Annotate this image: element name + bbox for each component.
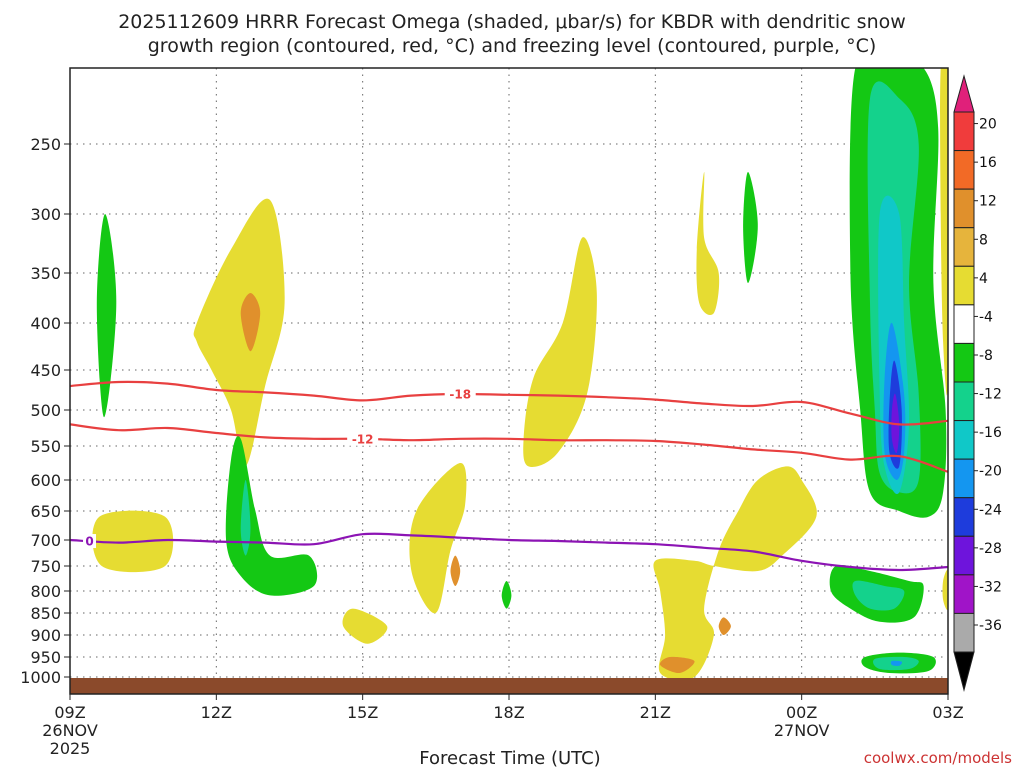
y-tick-label-950: 950 bbox=[30, 648, 61, 667]
colorbar-label-4: 4 bbox=[979, 271, 988, 287]
colorbar-label-1: 16 bbox=[979, 155, 997, 171]
y-tick-label-400: 400 bbox=[30, 314, 61, 333]
omega-shading bbox=[92, 68, 948, 681]
x-tick-year-09Z: 2025 bbox=[50, 739, 91, 758]
omega-region-9 bbox=[501, 581, 512, 609]
omega-region-10 bbox=[523, 237, 597, 468]
colorbar-segment-12 bbox=[953, 574, 975, 614]
x-tick-label-21Z: 21Z bbox=[640, 703, 671, 722]
colorbar-segment-0 bbox=[953, 111, 975, 152]
colorbar-label-8: -16 bbox=[979, 425, 1002, 441]
colorbar-segment-11 bbox=[953, 535, 975, 576]
colorbar-label-10: -24 bbox=[979, 502, 1002, 518]
omega-region-23 bbox=[852, 580, 905, 611]
colorbar-label-3: 8 bbox=[979, 232, 988, 248]
x-tick-date-00Z: 27NOV bbox=[774, 721, 830, 740]
x-tick-label-09Z: 09Z bbox=[54, 703, 85, 722]
y-tick-label-500: 500 bbox=[30, 401, 61, 420]
chart-title-line1: 2025112609 HRRR Forecast Omega (shaded, … bbox=[118, 11, 906, 33]
y-tick-label-300: 300 bbox=[30, 205, 61, 224]
y-tick-label-900: 900 bbox=[30, 626, 61, 645]
omega-region-11 bbox=[696, 171, 720, 316]
x-tick-label-18Z: 18Z bbox=[493, 703, 524, 722]
omega-region-6 bbox=[342, 608, 388, 644]
colorbar-bottom-arrow bbox=[953, 651, 975, 692]
colorbar-segment-5 bbox=[953, 304, 975, 344]
omega-region-5 bbox=[240, 480, 251, 556]
omega-region-13 bbox=[653, 466, 817, 681]
dgz-minus-12-label: -12 bbox=[352, 432, 374, 446]
grid-lines bbox=[70, 68, 948, 694]
y-tick-label-250: 250 bbox=[30, 135, 61, 154]
y-tick-label-800: 800 bbox=[30, 582, 61, 601]
colorbar-label-13: -36 bbox=[979, 618, 1002, 634]
credit-text: coolwx.com/models bbox=[864, 749, 1012, 767]
y-tick-label-350: 350 bbox=[30, 264, 61, 283]
omega-region-12 bbox=[743, 172, 758, 283]
omega-region-14 bbox=[659, 656, 695, 674]
omega-region-15 bbox=[718, 617, 731, 635]
freezing-level-0-line bbox=[70, 532, 948, 572]
y-tick-label-700: 700 bbox=[30, 531, 61, 550]
x-tick-label-12Z: 12Z bbox=[201, 703, 232, 722]
x-tick-label-03Z: 03Z bbox=[932, 703, 963, 722]
y-tick-label-850: 850 bbox=[30, 604, 61, 623]
y-tick-label-1000: 1000 bbox=[20, 668, 61, 687]
colorbar-segment-3 bbox=[953, 227, 975, 267]
colorbar-segment-1 bbox=[953, 150, 975, 190]
x-axis-title: Forecast Time (UTC) bbox=[419, 748, 600, 768]
omega-region-27 bbox=[940, 68, 948, 396]
x-tick-label-15Z: 15Z bbox=[347, 703, 378, 722]
colorbar-label-12: -32 bbox=[979, 579, 1002, 595]
y-axis: 250 300 350 400 450 500 550 600 650 700 750 800 850 9… bbox=[20, 135, 70, 687]
dgz-minus-12-label-bg bbox=[347, 431, 379, 446]
y-tick-label-550: 550 bbox=[30, 437, 61, 456]
temperature-contours: -18 -12 0 bbox=[70, 380, 948, 572]
y-tick-label-600: 600 bbox=[30, 471, 61, 490]
omega-region-3 bbox=[240, 293, 261, 352]
colorbar-label-7: -12 bbox=[979, 387, 1002, 403]
colorbar-label-2: 12 bbox=[979, 194, 997, 210]
colorbar-segment-4 bbox=[953, 265, 975, 306]
omega-region-2 bbox=[193, 198, 285, 467]
chart-title-line2: growth region (contoured, red, °C) and f… bbox=[148, 35, 877, 57]
y-tick-label-450: 450 bbox=[30, 361, 61, 380]
omega-region-26 bbox=[890, 660, 903, 667]
ground-terrain bbox=[70, 678, 948, 694]
dgz-minus-12-line bbox=[70, 423, 948, 473]
x-tick-label-00Z: 00Z bbox=[786, 703, 817, 722]
omega-region-8 bbox=[450, 555, 461, 586]
dgz-minus-18-label: -18 bbox=[449, 388, 471, 402]
omega-region-4 bbox=[225, 436, 318, 596]
colorbar-label-6: -8 bbox=[979, 348, 993, 364]
x-tick-date-09Z: 26NOV bbox=[42, 721, 98, 740]
colorbar: 20 16 12 8 4 -4 -8 -12 -16 -20 -24 -28 -32 -36 bbox=[953, 74, 1002, 692]
colorbar-label-9: -20 bbox=[979, 464, 1002, 480]
omega-region-7 bbox=[409, 462, 467, 614]
dgz-minus-18-label-bg bbox=[444, 387, 476, 401]
colorbar-label-11: -28 bbox=[979, 541, 1002, 557]
freezing-level-0-label: 0 bbox=[85, 535, 93, 549]
colorbar-segment-2 bbox=[953, 188, 975, 229]
dgz-minus-18-line bbox=[70, 380, 948, 426]
colorbar-segment-13 bbox=[953, 612, 975, 653]
colorbar-label-0: 20 bbox=[979, 117, 997, 133]
omega-region-28 bbox=[942, 569, 948, 610]
colorbar-segment-10 bbox=[953, 497, 975, 537]
colorbar-segment-7 bbox=[953, 381, 975, 422]
colorbar-segment-6 bbox=[953, 342, 975, 383]
colorbar-segment-9 bbox=[953, 458, 975, 499]
omega-region-0 bbox=[96, 214, 117, 418]
freezing-level-0-label-bg bbox=[83, 534, 97, 549]
y-tick-label-750: 750 bbox=[30, 557, 61, 576]
colorbar-segment-8 bbox=[953, 420, 975, 460]
colorbar-label-5: -4 bbox=[979, 309, 993, 325]
y-tick-label-650: 650 bbox=[30, 502, 61, 521]
